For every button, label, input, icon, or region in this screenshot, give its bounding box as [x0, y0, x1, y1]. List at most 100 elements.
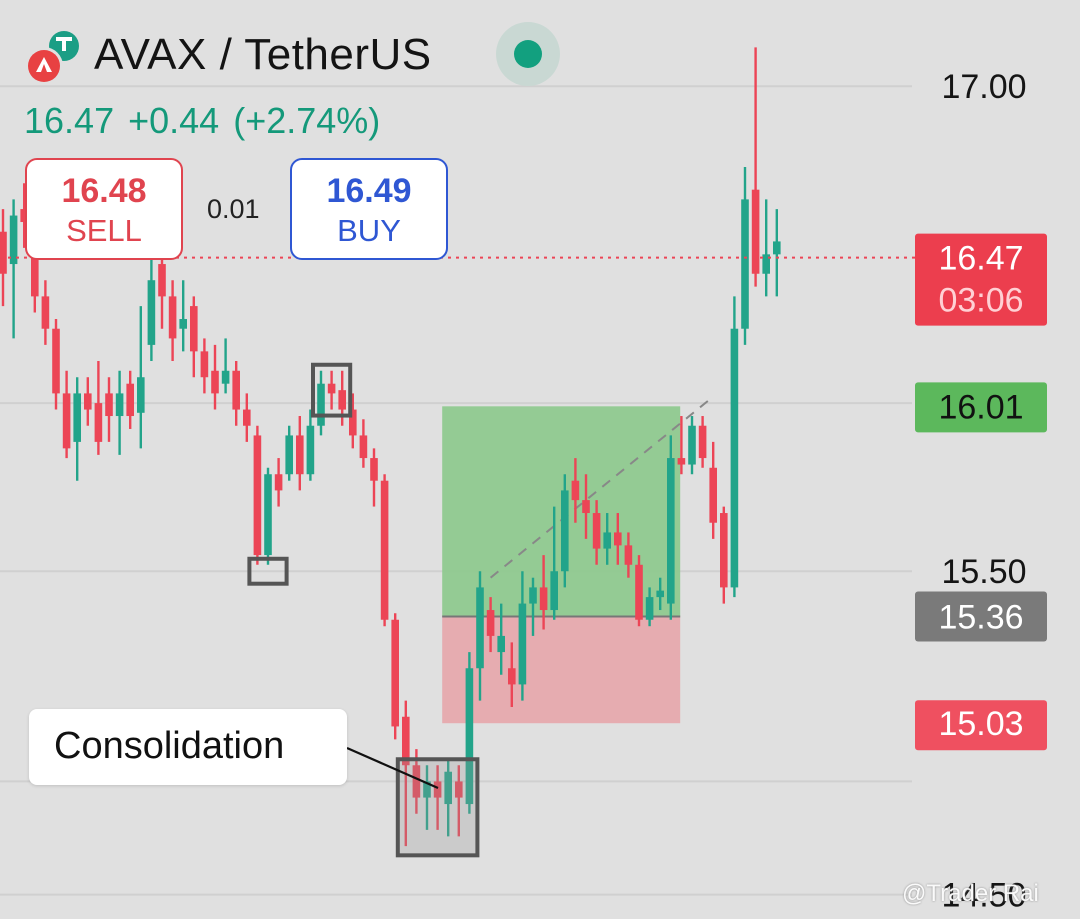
candle-body: [476, 587, 484, 669]
candle-body: [84, 393, 92, 410]
y-tick-label: 15.50: [941, 553, 1026, 591]
candle-body: [179, 319, 187, 329]
projection-line: [489, 395, 714, 579]
entry-text: 15.36: [938, 599, 1023, 637]
candle-body: [402, 716, 410, 766]
buy-button[interactable]: 16.49 BUY: [290, 158, 448, 260]
candle-body: [274, 474, 283, 491]
candle-body: [539, 587, 548, 611]
live-dot-icon: [514, 40, 542, 68]
avax-logo-icon: [25, 47, 63, 85]
candle-body: [359, 435, 368, 459]
buy-price: 16.49: [326, 172, 412, 210]
candle-body: [582, 500, 590, 514]
candle-body: [773, 241, 781, 255]
candle-body: [370, 458, 378, 481]
candle-body: [380, 480, 389, 620]
candle-body: [158, 264, 166, 297]
candle-body: [391, 619, 399, 727]
stop-loss-badge: [915, 700, 1047, 751]
entry-badge: [915, 591, 1047, 642]
candle-body: [137, 377, 145, 413]
sell-price: 16.48: [61, 172, 147, 210]
candle-body: [232, 370, 240, 410]
candle-body: [751, 189, 760, 274]
candle-body: [645, 597, 654, 620]
candle-body: [0, 231, 7, 274]
candle-body: [62, 393, 71, 449]
candle-body: [285, 435, 293, 475]
candle-body: [444, 771, 452, 805]
candle-body: [614, 532, 622, 546]
countdown-text: 03:06: [938, 282, 1023, 320]
candle-body: [221, 370, 230, 384]
candle-body: [698, 425, 707, 459]
candle-body: [20, 209, 28, 223]
symbol-logo: [25, 31, 79, 85]
y-tick-label: 14.50: [941, 877, 1026, 915]
candle-body: [105, 393, 113, 417]
candle-body: [667, 458, 675, 604]
candle-body: [508, 668, 516, 685]
callout-pointer: [346, 746, 439, 790]
candle-body: [709, 467, 717, 523]
buy-label: BUY: [337, 213, 401, 248]
swing-low-marker: [247, 556, 289, 586]
candle-body: [253, 435, 262, 556]
live-status: [496, 22, 560, 86]
current-price-text: 16.47: [938, 240, 1023, 278]
price-change-pct: (+2.74%): [233, 100, 381, 141]
candle-body: [518, 603, 527, 685]
candle-body: [433, 781, 442, 798]
candle-body: [147, 280, 156, 345]
candle-body: [635, 564, 643, 620]
price-change: +0.44: [128, 100, 220, 141]
candle-body: [41, 296, 50, 329]
candle-body: [243, 409, 251, 426]
candle-body: [211, 370, 219, 394]
candle-body: [200, 351, 209, 378]
candle-body: [168, 296, 177, 339]
sell-button[interactable]: 16.48 SELL: [25, 158, 183, 260]
candle-body: [423, 781, 431, 798]
candle-body: [73, 393, 81, 442]
candle-body: [677, 458, 686, 465]
candle-body: [730, 328, 739, 588]
candle-body: [9, 215, 18, 265]
symbol-title[interactable]: AVAX / TetherUS: [94, 30, 432, 79]
candle-body: [52, 328, 60, 394]
candle-body: [412, 765, 421, 798]
consolidation-marker: [395, 757, 480, 858]
candle-body: [603, 532, 611, 549]
candle-body: [656, 590, 664, 598]
candle-body: [190, 306, 198, 352]
candle-body: [497, 635, 505, 653]
candle-body: [688, 425, 696, 465]
candle-body: [762, 254, 770, 274]
candle-body: [624, 545, 633, 565]
candle-body: [550, 571, 558, 611]
spread-value: 0.01: [207, 194, 260, 224]
price-change-line: 16.47 +0.44 (+2.74%): [24, 100, 380, 142]
candle-body: [741, 199, 749, 329]
candle-body: [327, 383, 336, 394]
candle-body: [126, 383, 134, 417]
take-profit-text: 16.01: [938, 388, 1023, 426]
candle-body: [94, 403, 103, 442]
candle-body: [561, 490, 569, 572]
candle-body: [338, 390, 346, 410]
candle-body: [720, 513, 728, 588]
current-price-badge: [915, 233, 1047, 326]
sell-label: SELL: [66, 213, 142, 248]
candle-body: [455, 781, 463, 798]
candle-body: [465, 668, 474, 805]
candle-body: [296, 435, 304, 475]
watermark: @Trader Rai: [902, 880, 1039, 907]
y-tick-label: 17.00: [941, 68, 1026, 106]
stop-loss-text: 15.03: [938, 705, 1023, 743]
candle-body: [317, 383, 325, 426]
consolidation-callout: Consolidation: [29, 709, 347, 785]
swing-high-marker: [311, 362, 353, 418]
candle-body: [529, 587, 537, 604]
candle-body: [486, 610, 495, 636]
